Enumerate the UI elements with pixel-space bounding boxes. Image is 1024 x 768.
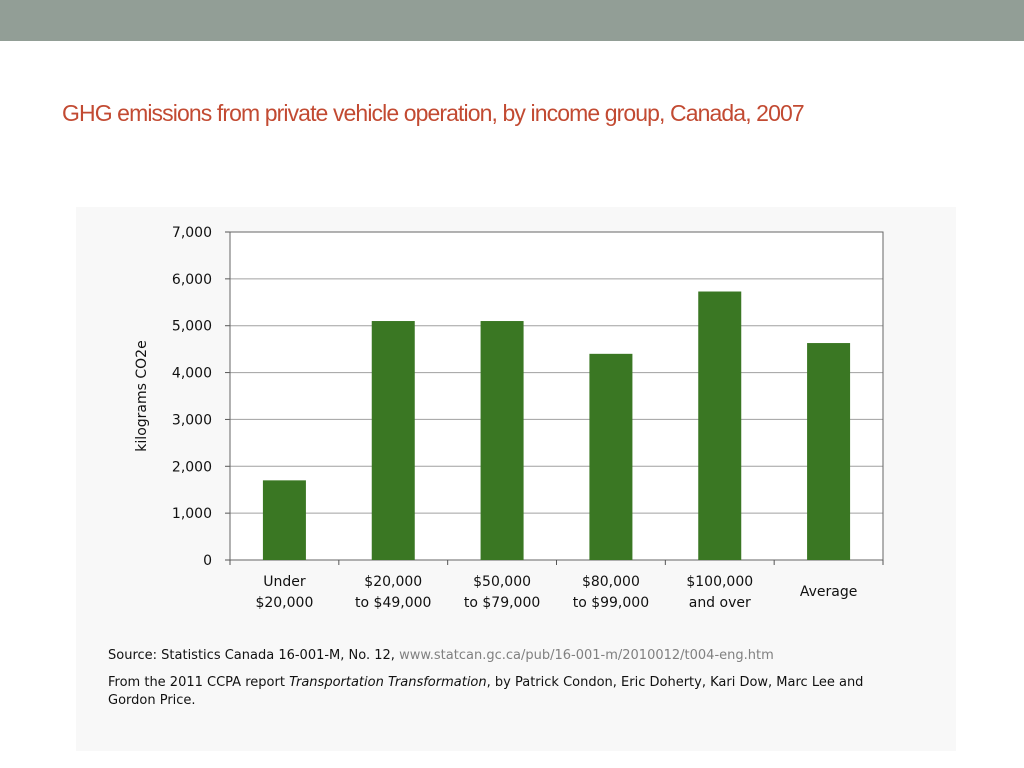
source-caption: Source: Statistics Canada 16-001-M, No. …	[108, 648, 908, 663]
x-category-label: $100,000	[686, 574, 753, 590]
header-band	[0, 0, 1024, 41]
source-prefix: Source: Statistics Canada 16-001-M, No. …	[108, 648, 395, 663]
y-tick-label: 0	[203, 553, 212, 569]
bar-chart: 0 1,000 2,000 3,000 4,000 5,000 6,000 7,000 Unde…	[134, 225, 884, 611]
y-tick-label: 1,000	[172, 506, 212, 522]
y-tick-label: 5,000	[172, 319, 212, 335]
y-tick-label: 7,000	[172, 225, 212, 241]
bar	[371, 321, 415, 560]
x-category-label: $20,000	[255, 595, 313, 611]
x-category-label: to $49,000	[355, 595, 431, 611]
x-category-label: Average	[800, 584, 858, 600]
credit-report-title: Transportation Transformation	[289, 675, 487, 690]
bar	[698, 291, 742, 560]
bar	[589, 353, 633, 560]
y-tick-label: 6,000	[172, 272, 212, 288]
credit-caption: From the 2011 CCPA report Transportation…	[108, 674, 888, 710]
credit-authors: , by Patrick Condon, Eric Doherty, Kari …	[108, 675, 864, 708]
y-tick-label: 4,000	[172, 366, 212, 382]
source-link[interactable]: www.statcan.gc.ca/pub/16-001-m/2010012/t…	[399, 648, 774, 663]
bar	[262, 480, 306, 560]
credit-prefix: From the 2011 CCPA report	[108, 675, 285, 690]
plot-area	[230, 232, 883, 560]
chart-panel: 0 1,000 2,000 3,000 4,000 5,000 6,000 7,000 Unde…	[76, 207, 956, 751]
x-category-label: Under	[263, 574, 306, 590]
y-tick-label: 2,000	[172, 459, 212, 475]
bar	[480, 321, 524, 560]
x-category-label: $20,000	[364, 574, 422, 590]
x-category-label: $80,000	[582, 574, 640, 590]
x-category-label: $50,000	[473, 574, 531, 590]
y-tick-label: 3,000	[172, 412, 212, 428]
x-category-label: and over	[689, 595, 751, 611]
bar	[807, 343, 851, 560]
slide-title: GHG emissions from private vehicle opera…	[62, 100, 805, 126]
y-axis-label: kilograms CO2e	[134, 340, 150, 451]
x-category-label: to $99,000	[573, 595, 649, 611]
x-category-label: to $79,000	[464, 595, 540, 611]
